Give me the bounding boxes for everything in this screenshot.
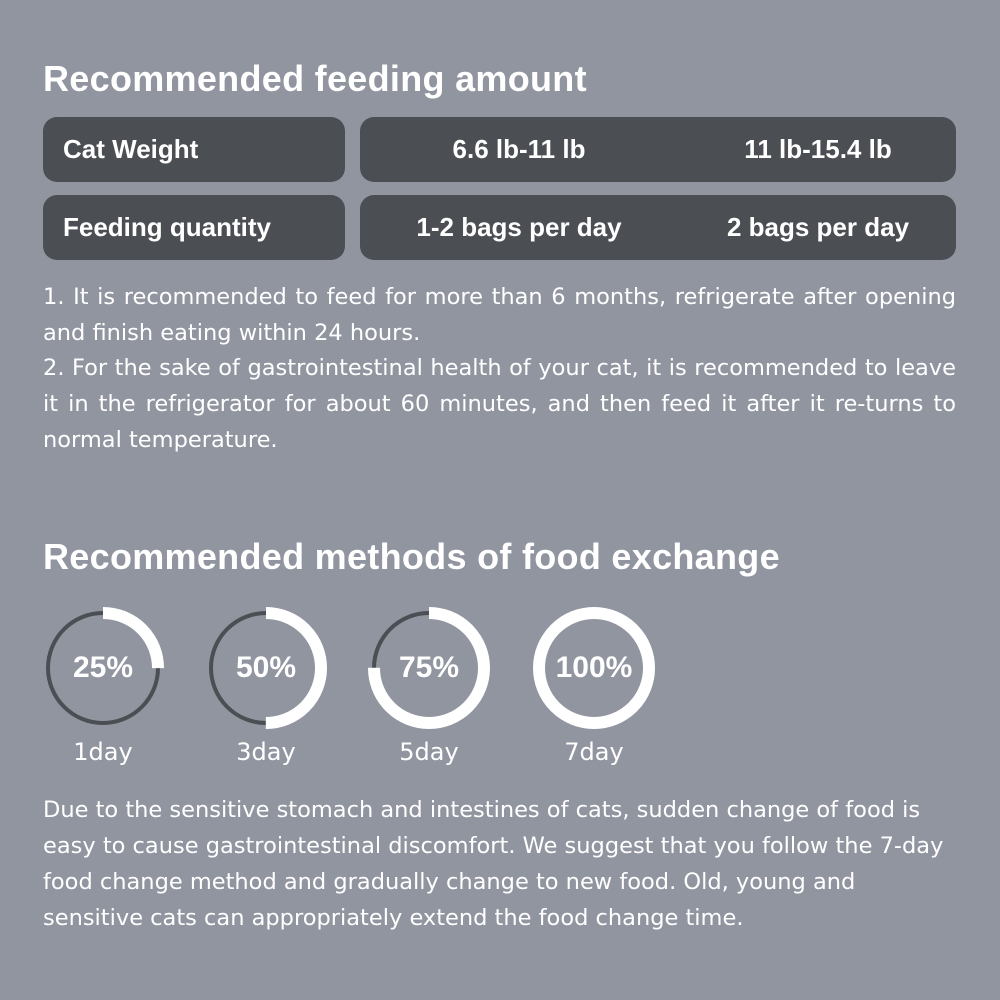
cat-weight-values-cell: 6.6 lb-11 lb 11 lb-15.4 lb	[360, 117, 956, 182]
progress-ring-75: 75%	[365, 604, 493, 732]
ring-progress-arc	[205, 607, 327, 729]
progress-ring-100-graphic	[533, 607, 655, 729]
progress-ring-25-label: 25%	[72, 651, 134, 684]
feeding-note-1: 1. It is recommended to feed for more th…	[43, 284, 956, 346]
feeding-note-2: 2. For the sake of gastrointestinal heal…	[43, 355, 956, 453]
progress-ring-100-label: 100%	[555, 651, 633, 684]
cat-weight-label: Cat Weight	[63, 134, 199, 164]
day-label-5: 5day	[399, 738, 459, 766]
feeding-quantity-label-cell: Feeding quantity	[43, 195, 345, 260]
cat-weight-range-2: 11 lb-15.4 lb	[744, 134, 892, 164]
feeding-quantity-label: Feeding quantity	[63, 212, 271, 242]
feeding-quantity-1: 1-2 bags per day	[416, 212, 622, 242]
progress-ring-25: 25%	[39, 604, 167, 732]
progress-ring-50-graphic	[205, 607, 327, 729]
day-label-3: 3day	[236, 738, 296, 766]
feeding-quantity-values-cell: 1-2 bags per day 2 bags per day	[360, 195, 956, 260]
progress-ring-75-graphic	[368, 607, 490, 729]
exchange-title: Recommended methods of food exchange	[43, 536, 780, 577]
progress-ring-50-label: 50%	[235, 651, 297, 684]
ring-progress-arc	[533, 607, 655, 729]
feeding-title: Recommended feeding amount	[43, 58, 587, 99]
cat-weight-label-cell: Cat Weight	[43, 117, 345, 182]
progress-ring-75-label: 75%	[398, 651, 460, 684]
progress-ring-25-graphic	[42, 607, 164, 729]
ring-progress-arc	[42, 607, 164, 729]
cat-weight-range-1: 6.6 lb-11 lb	[452, 134, 586, 164]
progress-ring-100: 100%	[530, 604, 658, 732]
ring-progress-arc	[368, 607, 490, 729]
day-label-7: 7day	[564, 738, 624, 766]
feeding-quantity-2: 2 bags per day	[726, 212, 910, 242]
exchange-description: Due to the sensitive stomach and intesti…	[43, 797, 944, 931]
progress-ring-50: 50%	[202, 604, 330, 732]
day-label-1: 1day	[73, 738, 133, 766]
